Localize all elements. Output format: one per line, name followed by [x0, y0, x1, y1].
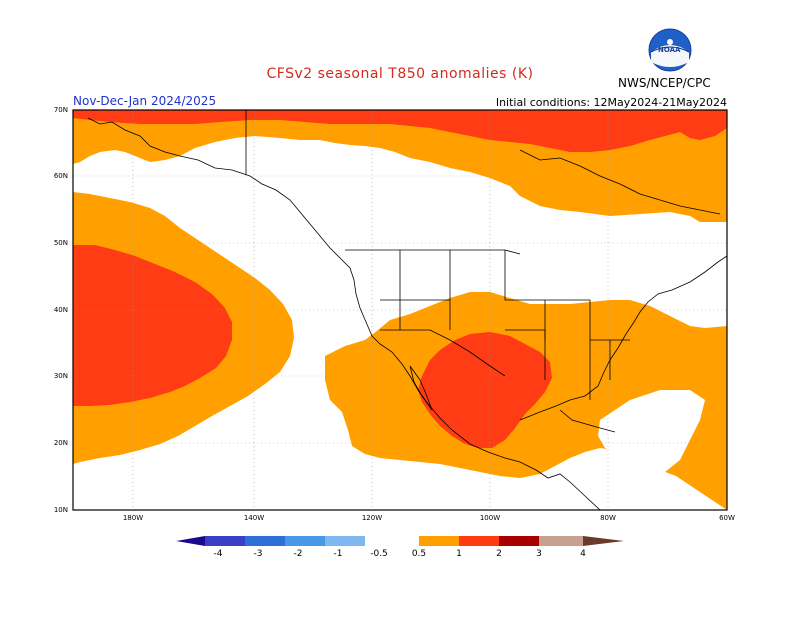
lon-label-180w: 180W	[122, 514, 144, 522]
legend-swatch	[419, 536, 459, 546]
lon-label-100w: 100W	[479, 514, 501, 522]
lat-label-40n: 40N	[53, 306, 68, 314]
legend-label: 2	[496, 549, 502, 559]
legend-swatch	[325, 536, 365, 546]
lon-label-80w: 80W	[600, 514, 616, 522]
legend-swatch	[499, 536, 539, 546]
legend-swatch	[205, 536, 245, 546]
legend-swatch	[459, 536, 499, 546]
anomaly-region-neutral-caribbean	[598, 390, 705, 472]
lat-label-70n: 70N	[53, 106, 68, 114]
lon-label-140w: 140W	[243, 514, 265, 522]
lon-label-120w: 120W	[361, 514, 383, 522]
legend-label: 3	[536, 549, 542, 559]
initial-conditions: Initial conditions: 12May2024-21May2024	[495, 96, 727, 109]
legend-label: -2	[293, 549, 303, 559]
legend-label: 0.5	[411, 549, 427, 559]
lat-label-20n: 20N	[53, 439, 68, 447]
anomaly-region-pacific-strong	[73, 245, 232, 406]
map-title: CFSv2 seasonal T850 anomalies (K)	[266, 66, 534, 82]
legend-label: -4	[213, 549, 223, 559]
lon-label-60w: 60W	[719, 514, 735, 522]
legend-max-arrow	[583, 536, 624, 546]
anomaly-shading	[73, 110, 727, 510]
lat-label-50n: 50N	[53, 239, 68, 247]
anomaly-region-north-strong	[73, 110, 727, 152]
forecast-period: Nov-Dec-Jan 2024/2025	[73, 94, 217, 108]
map-frame	[72, 109, 728, 511]
legend-swatch-neutral	[365, 536, 419, 546]
agency-label: NWS/NCEP/CPC	[618, 76, 711, 90]
legend-label: -3	[253, 549, 263, 559]
noaa-logo-icon	[648, 28, 692, 72]
legend-swatch	[539, 536, 583, 546]
noaa-logo-text: NOAA	[658, 46, 681, 54]
coastlines	[87, 110, 727, 510]
legend-label: -1	[333, 549, 343, 559]
legend-label: 1	[456, 549, 462, 559]
legend-swatch	[285, 536, 325, 546]
anomaly-region-mexico-strong	[418, 332, 552, 448]
lat-label-60n: 60N	[53, 172, 68, 180]
map-gridlines	[73, 110, 727, 510]
legend-swatch	[245, 536, 285, 546]
lat-label-30n: 30N	[53, 372, 68, 380]
legend-min-arrow	[176, 536, 205, 546]
lat-label-10n: 10N	[53, 506, 68, 514]
legend-label: -0.5	[370, 549, 388, 559]
legend-label: 4	[580, 549, 586, 559]
